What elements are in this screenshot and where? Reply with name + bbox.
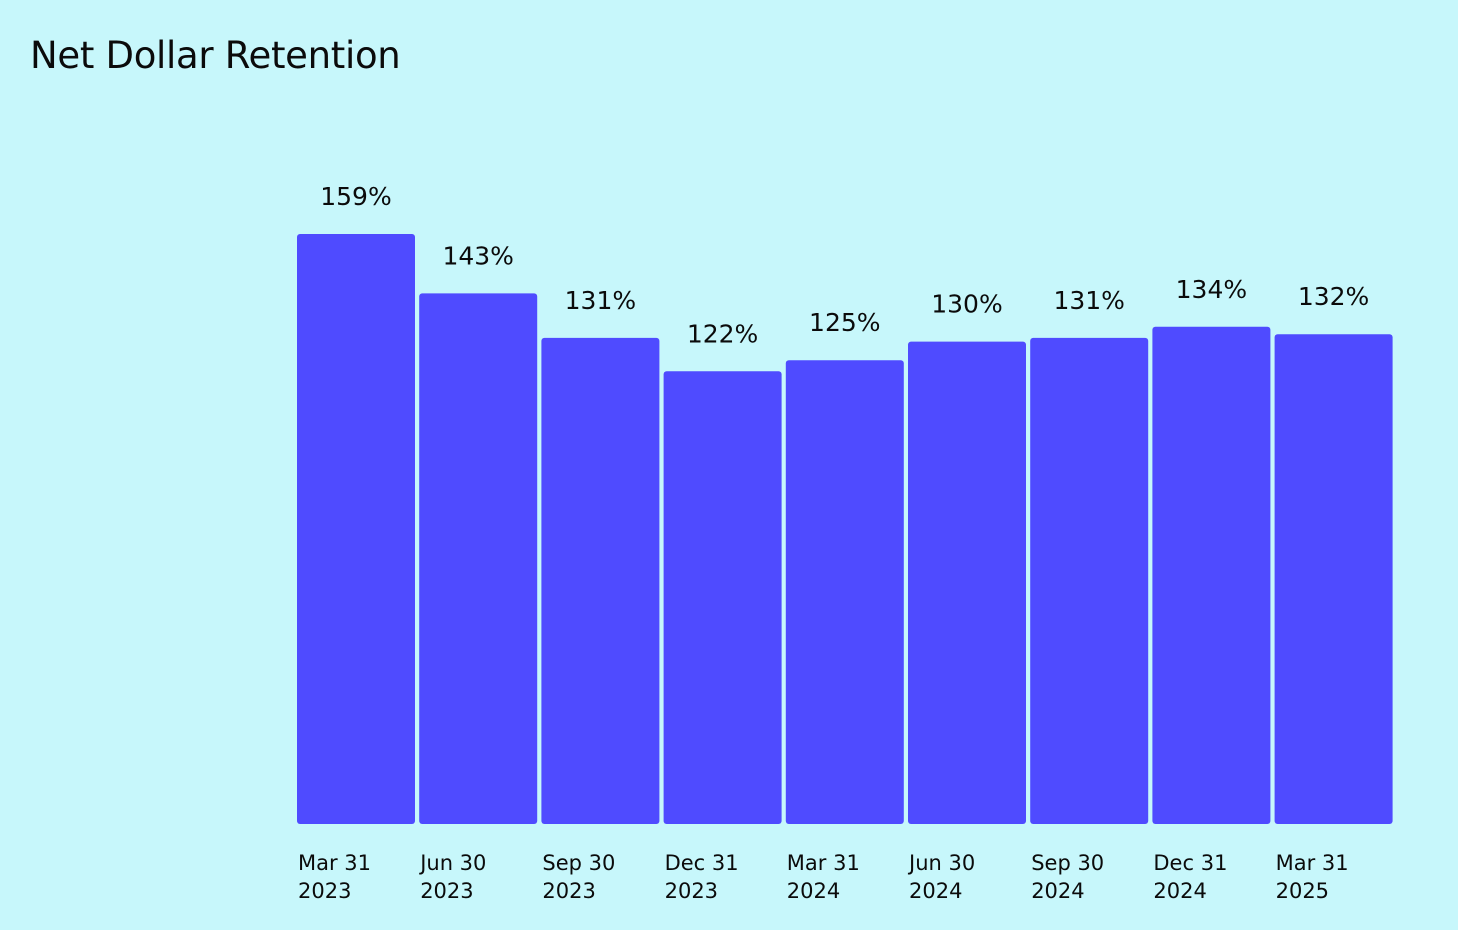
tick-label-year: 2024 xyxy=(787,879,840,903)
bar-3 xyxy=(541,337,660,824)
data-label-6: 130% xyxy=(931,290,1002,319)
tick-label-year: 2023 xyxy=(542,879,595,903)
bar-6 xyxy=(908,341,1026,824)
tick-label-2: Jun 30 2023 xyxy=(418,851,486,903)
tick-label-year: 2023 xyxy=(420,879,473,903)
tick-label-year: 2023 xyxy=(298,879,351,903)
data-label-9: 132% xyxy=(1298,282,1369,311)
data-label-2: 143% xyxy=(442,241,513,270)
tick-label-5: Mar 31 2024 xyxy=(787,851,860,903)
bar-8 xyxy=(1152,326,1271,824)
bar-9 xyxy=(1274,334,1393,824)
tick-label-9: Mar 31 2025 xyxy=(1276,851,1349,903)
tick-label-date: Jun 30 xyxy=(907,851,975,875)
tick-label-year: 2024 xyxy=(909,879,962,903)
bar-4 xyxy=(663,371,782,824)
data-label-3: 131% xyxy=(565,286,636,315)
tick-label-year: 2024 xyxy=(1031,879,1084,903)
tick-label-7: Sep 30 2024 xyxy=(1031,851,1104,903)
tick-label-year: 2025 xyxy=(1276,879,1329,903)
bar-5 xyxy=(785,360,904,824)
tick-label-date: Mar 31 xyxy=(1276,851,1349,875)
data-label-1: 159% xyxy=(320,182,391,211)
tick-label-4: Dec 31 2023 xyxy=(665,851,739,903)
tick-label-date: Mar 31 xyxy=(787,851,860,875)
data-label-5: 125% xyxy=(809,308,880,337)
tick-label-3: Sep 30 2023 xyxy=(542,851,615,903)
tick-label-8: Dec 31 2024 xyxy=(1153,851,1227,903)
chart-title: Net Dollar Retention xyxy=(30,34,401,77)
tick-label-year: 2024 xyxy=(1153,879,1206,903)
tick-label-1: Mar 31 2023 xyxy=(298,851,371,903)
tick-label-date: Jun 30 xyxy=(418,851,486,875)
tick-label-date: Mar 31 xyxy=(298,851,371,875)
tick-label-date: Dec 31 xyxy=(1153,851,1227,875)
bar-2 xyxy=(419,293,538,824)
tick-label-date: Sep 30 xyxy=(1031,851,1104,875)
data-label-7: 131% xyxy=(1053,286,1124,315)
tick-label-6: Jun 30 2024 xyxy=(907,851,975,903)
bar-1 xyxy=(297,234,415,824)
tick-label-date: Sep 30 xyxy=(542,851,615,875)
bar-7 xyxy=(1030,337,1149,824)
tick-label-year: 2023 xyxy=(665,879,718,903)
tick-label-date: Dec 31 xyxy=(665,851,739,875)
data-label-8: 134% xyxy=(1176,275,1247,304)
data-label-4: 122% xyxy=(687,319,758,348)
